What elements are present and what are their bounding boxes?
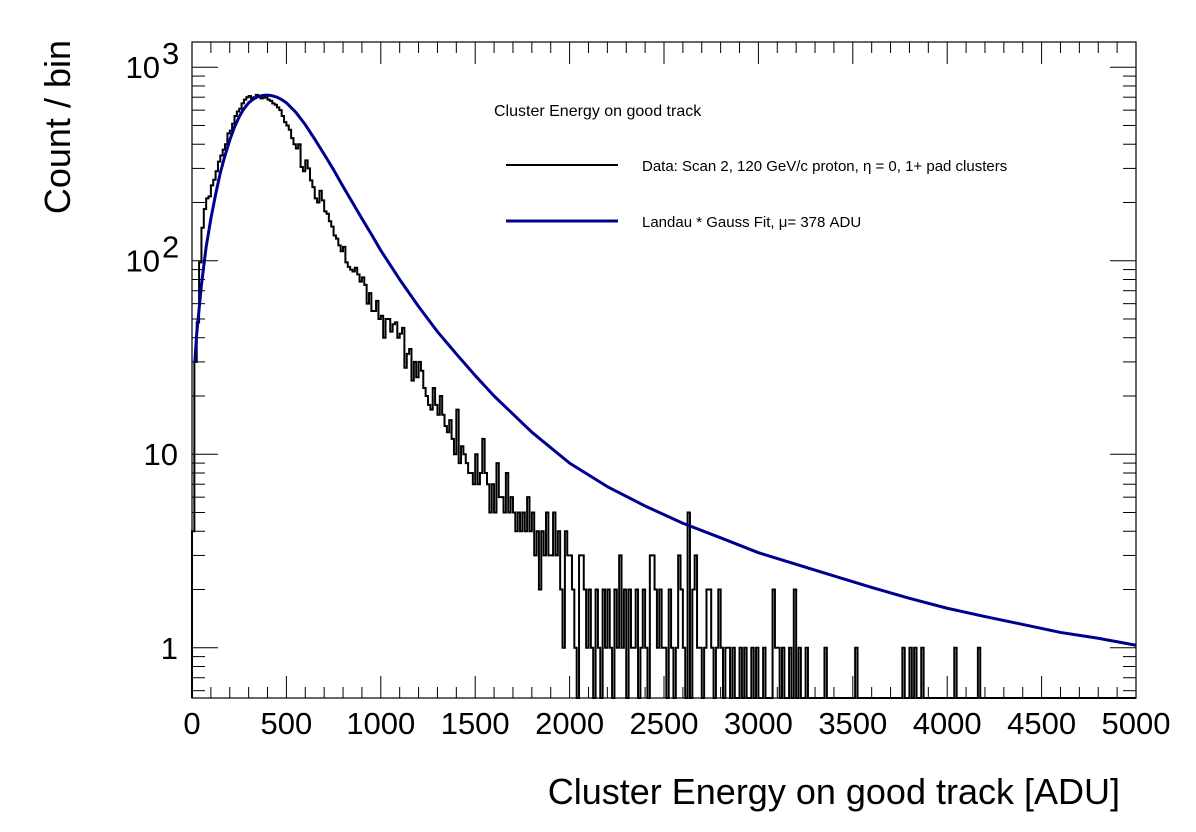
y-axis-title: Count / bin	[37, 40, 78, 214]
fit-curve-series	[193, 93, 1137, 647]
x-tick-label: 3500	[818, 706, 887, 741]
y-tick-label-base: 10	[126, 244, 160, 279]
x-tick-label: 1000	[346, 706, 415, 741]
x-tick-label: 0	[183, 706, 200, 741]
legend-title: Cluster Energy on good track	[494, 103, 702, 120]
y-tick-label-exponent: 2	[162, 230, 179, 265]
y-tick-label-exponent: 3	[162, 36, 179, 71]
plot-frame	[191, 41, 1137, 699]
x-tick-label: 5000	[1102, 706, 1171, 741]
legend-label-fit: Landau * Gauss Fit, μ= 378 ADU	[642, 214, 861, 231]
legend: Cluster Energy on good track Data: Scan …	[494, 103, 1007, 231]
y-tick-label: 10	[144, 437, 178, 472]
plot-area	[191, 93, 1137, 699]
x-tick-label: 2000	[535, 706, 604, 741]
y-tick-label-base: 10	[126, 50, 160, 85]
y-tick-label: 1	[161, 631, 178, 666]
x-tick-label: 1500	[441, 706, 510, 741]
x-tick-labels: 0 500 1000 1500 2000 2500 3000 3500 4000 4500 5000	[183, 706, 1170, 741]
x-tick-label: 3000	[724, 706, 793, 741]
x-tick-label: 4000	[913, 706, 982, 741]
legend-label-data: Data: Scan 2, 120 GeV/c proton, η = 0, 1…	[642, 158, 1007, 175]
x-tick-label: 2500	[630, 706, 699, 741]
x-axis-title: Cluster Energy on good track [ADU]	[548, 771, 1120, 812]
x-tick-label: 500	[261, 706, 313, 741]
x-tick-label: 4500	[1007, 706, 1076, 741]
histogram-series	[191, 93, 1136, 699]
